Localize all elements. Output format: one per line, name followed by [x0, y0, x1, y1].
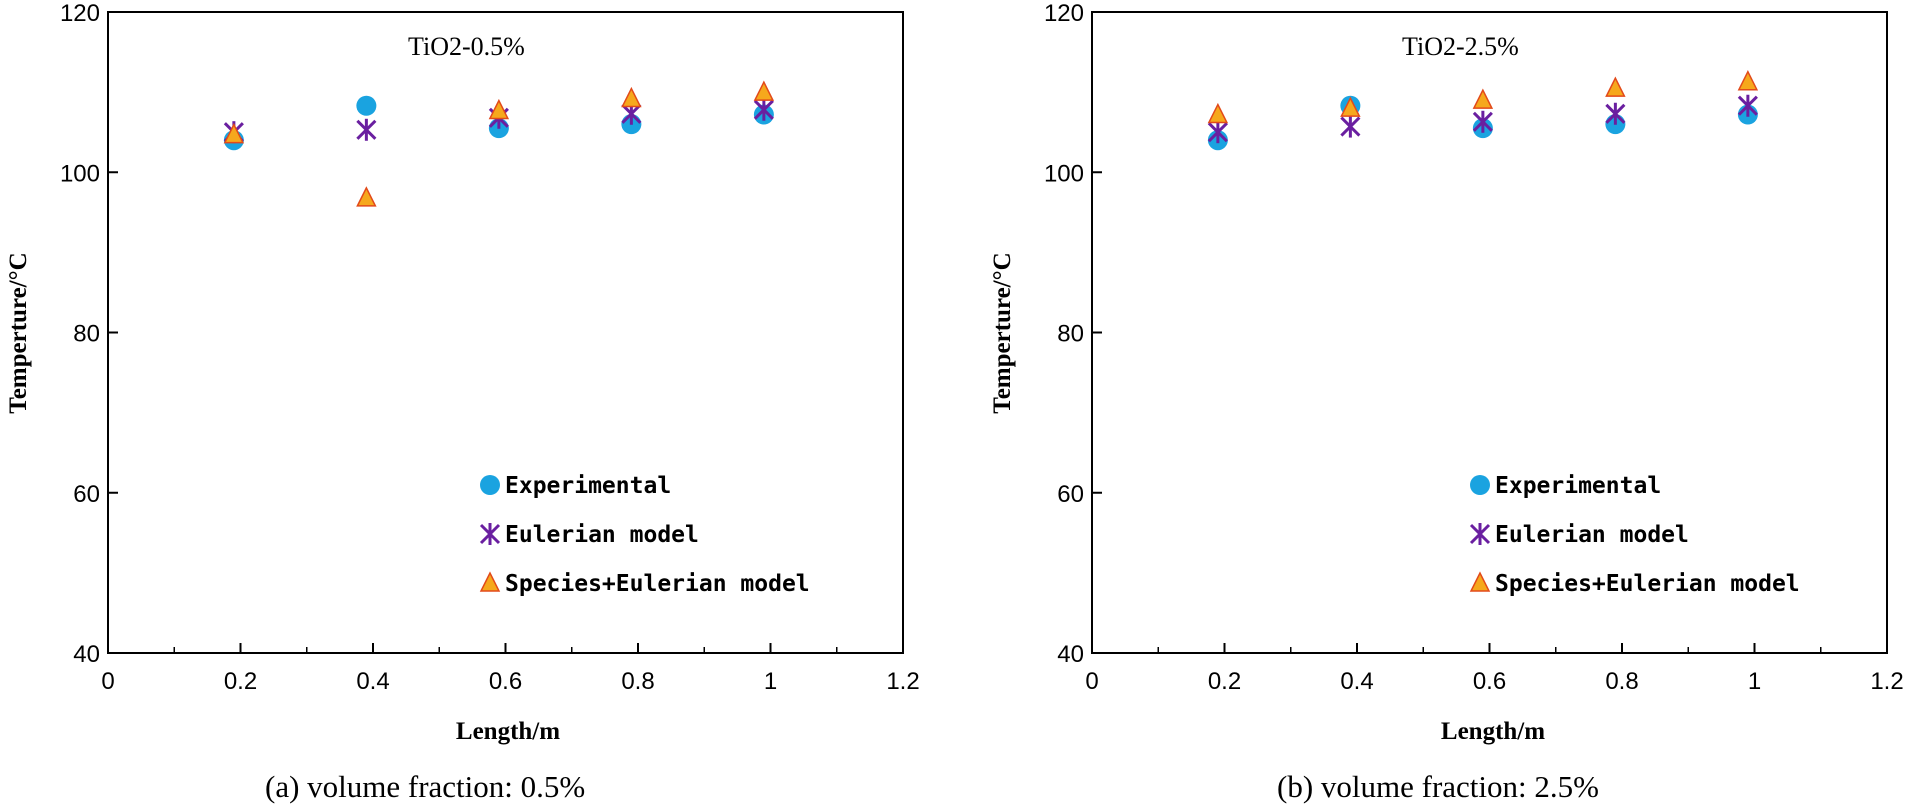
data-point-circle: [356, 95, 377, 116]
legend-marker-species-eulerian: [1469, 571, 1491, 592]
legend-label-eulerian: Eulerian model: [1495, 522, 1689, 548]
plot-area-frame: [107, 11, 904, 654]
data-point-triangle: [1605, 76, 1626, 97]
data-points: [223, 80, 775, 207]
legend-symbol-circle: [1470, 475, 1490, 495]
data-point-triangle: [1207, 102, 1229, 124]
data-point-star: [1472, 110, 1493, 133]
legend-marker-experimental: [1470, 475, 1490, 495]
figure-caption: (b) volume fraction: 2.5%: [1277, 769, 1599, 804]
chart-title: TiO2-0.5%: [408, 32, 525, 61]
x-tick-label: 0.8: [1605, 668, 1638, 695]
data-point-triangle: [1472, 88, 1494, 109]
x-tick-label: 1: [1748, 668, 1761, 695]
legend-label-species-eulerian: Species+Eulerian model: [1495, 571, 1800, 597]
y-tick-label: 60: [1057, 481, 1084, 508]
x-axis-label: Length/m: [456, 718, 560, 745]
data-point-triangle: [621, 86, 642, 108]
data-point-triangle: [488, 98, 510, 120]
y-tick-labels: 40 60 80 100 120: [1044, 0, 1084, 668]
data-point-star: [1340, 115, 1361, 138]
legend-marker-eulerian: [1469, 523, 1491, 545]
data-point-triangle: [1340, 96, 1361, 117]
x-tick-label: 1.2: [1870, 668, 1903, 695]
legend-marker-experimental: [480, 475, 500, 495]
x-tick-label: 0.8: [621, 668, 654, 695]
legend-symbol-circle: [480, 475, 500, 495]
data-point-triangle: [753, 80, 775, 101]
data-points: [1207, 70, 1759, 151]
legend: Experimental Eulerian model Species+Eule…: [479, 473, 810, 597]
y-tick-labels: 40 60 80 100 120: [60, 0, 100, 668]
legend-marker-eulerian: [479, 523, 501, 545]
y-tick-label: 80: [73, 321, 100, 348]
y-tick-label: 40: [1057, 641, 1084, 668]
legend: Experimental Eulerian model Species+Eule…: [1469, 473, 1800, 597]
legend-marker-species-eulerian: [479, 571, 501, 592]
legend-symbol-triangle: [479, 571, 501, 592]
legend-symbol-star: [479, 523, 501, 545]
chart-panel-b: 0 0.2 0.4 0.6 0.8 1 1.2 40 60 80 100 120 TiO2-2.5%…: [989, 0, 1904, 804]
tick-marks: [1091, 11, 1888, 654]
x-tick-labels: 0 0.2 0.4 0.6 0.8 1 1.2: [1085, 668, 1903, 695]
y-axis-label: Temperture/°C: [5, 252, 32, 413]
chart-panel-a: 0 0.2 0.4 0.6 0.8 1 1.2 40 60 80 100 120 TiO2-0.5%…: [5, 0, 920, 804]
x-tick-label: 0: [101, 668, 114, 695]
y-tick-label: 120: [60, 0, 100, 27]
data-point-triangle: [1737, 70, 1759, 91]
legend-label-species-eulerian: Species+Eulerian model: [505, 571, 810, 597]
x-tick-label: 0.2: [1208, 668, 1241, 695]
legend-label-eulerian: Eulerian model: [505, 522, 699, 548]
figure-caption: (a) volume fraction: 0.5%: [265, 769, 585, 804]
y-axis-label: Temperture/°C: [989, 252, 1016, 413]
y-tick-label: 40: [73, 641, 100, 668]
x-tick-labels: 0 0.2 0.4 0.6 0.8 1 1.2: [101, 668, 919, 695]
data-point-star: [1605, 102, 1626, 125]
data-point-triangle: [356, 186, 377, 207]
tick-marks: [107, 11, 904, 654]
data-point-star: [1737, 94, 1758, 117]
y-tick-label: 80: [1057, 321, 1084, 348]
legend-symbol-triangle: [1469, 571, 1491, 592]
y-tick-label: 60: [73, 481, 100, 508]
data-point-star: [1207, 121, 1228, 144]
x-tick-label: 1: [764, 668, 777, 695]
data-point-triangle: [223, 122, 245, 144]
x-tick-label: 0.6: [1473, 668, 1506, 695]
chart-title: TiO2-2.5%: [1402, 32, 1519, 61]
y-tick-label: 100: [60, 160, 100, 187]
x-tick-label: 1.2: [886, 668, 919, 695]
y-tick-label: 120: [1044, 0, 1084, 27]
x-tick-label: 0.4: [1340, 668, 1373, 695]
x-axis-label: Length/m: [1441, 718, 1545, 745]
data-point-star: [753, 98, 774, 121]
data-point-star: [356, 118, 377, 141]
x-tick-label: 0: [1085, 668, 1098, 695]
x-tick-label: 0.2: [224, 668, 257, 695]
x-tick-label: 0.4: [356, 668, 389, 695]
y-tick-label: 100: [1044, 160, 1084, 187]
legend-label-experimental: Experimental: [1495, 473, 1661, 499]
legend-label-experimental: Experimental: [505, 473, 671, 499]
legend-symbol-star: [1469, 523, 1491, 545]
x-tick-label: 0.6: [489, 668, 522, 695]
